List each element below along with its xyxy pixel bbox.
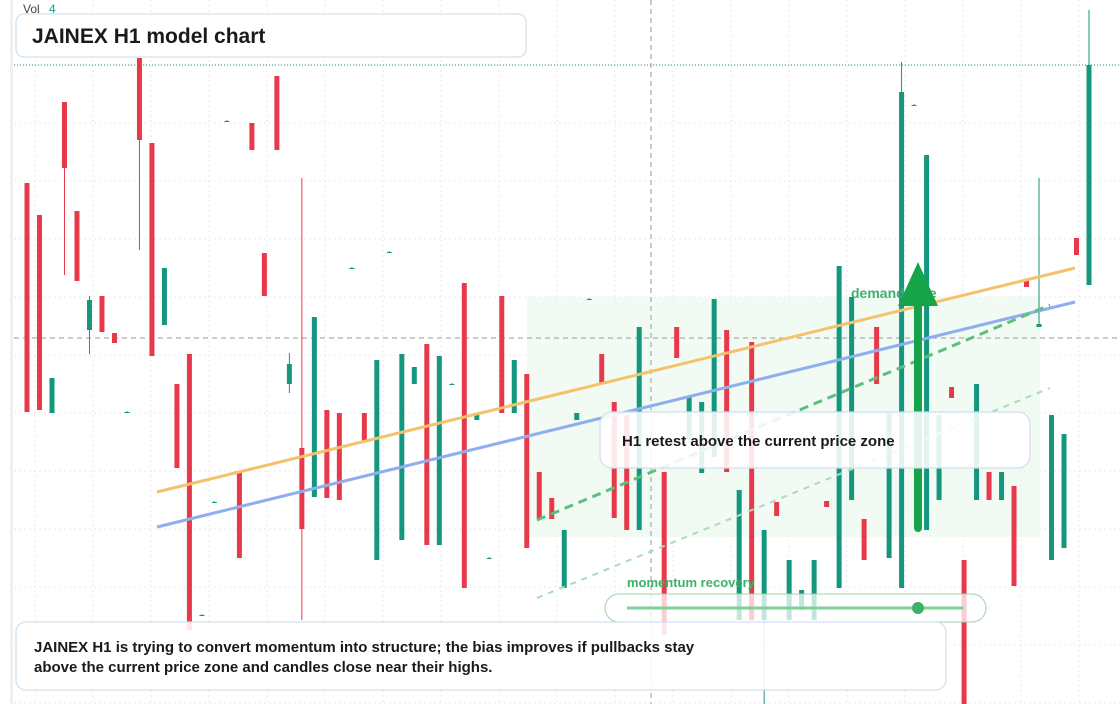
candle-body	[574, 413, 580, 420]
candle-body	[961, 560, 967, 704]
candle-body	[536, 472, 542, 519]
chart-title: JAINEX H1 model chart	[32, 25, 265, 48]
candle-body	[61, 102, 67, 168]
candle-body	[811, 560, 817, 620]
title-box	[15, 13, 527, 58]
candle-body	[511, 360, 517, 413]
candle-body	[874, 327, 880, 384]
note-box	[15, 621, 947, 691]
candle-body	[199, 615, 205, 616]
candle-body	[449, 384, 455, 385]
candle-body	[411, 367, 417, 384]
momentum-label: momentum recovery	[627, 575, 756, 590]
candle-body	[899, 92, 905, 588]
candle-body	[286, 364, 292, 384]
candle-body	[524, 374, 530, 548]
candle-body	[1061, 434, 1067, 548]
candle-body	[374, 360, 380, 560]
candle-body	[761, 530, 767, 620]
candle-body	[236, 472, 242, 558]
candle-body	[124, 412, 130, 413]
candle-body	[424, 344, 430, 545]
candle-body	[211, 502, 217, 503]
candle-body	[474, 413, 480, 420]
candle-body	[261, 253, 267, 296]
candle-body	[549, 498, 555, 519]
arrow-head	[898, 262, 938, 306]
candle-body	[361, 413, 367, 442]
candle-body	[336, 413, 342, 500]
candle-body	[561, 530, 567, 588]
candle-body	[786, 560, 792, 620]
candle-body	[824, 501, 830, 507]
volume-label: Vol	[23, 2, 40, 16]
candle-body	[674, 327, 680, 358]
candle-body	[349, 268, 355, 269]
candle-body	[724, 330, 730, 472]
candle-body	[461, 283, 467, 588]
candle-body	[186, 354, 192, 630]
candle-body	[986, 472, 992, 500]
candle-body	[274, 76, 280, 150]
candle-body	[736, 490, 742, 620]
candle-body	[661, 472, 667, 635]
candle-body	[749, 342, 755, 620]
candle-body	[624, 415, 630, 530]
candle-body	[324, 410, 330, 498]
candle-body	[999, 472, 1005, 500]
candle-body	[711, 299, 717, 457]
candle-body	[886, 413, 892, 558]
candle-body	[599, 354, 605, 384]
candle-body	[1086, 65, 1092, 285]
candle-body	[499, 296, 505, 413]
candle-body	[586, 299, 592, 300]
candle-body	[849, 297, 855, 500]
candle-body	[299, 448, 305, 529]
candle-body	[436, 356, 442, 545]
candle-body	[1011, 486, 1017, 586]
candle-body	[99, 296, 105, 332]
momentum-dot	[912, 602, 924, 614]
candle-body	[136, 58, 142, 140]
candle-body	[249, 123, 255, 150]
candle-body	[1024, 279, 1030, 287]
candle-body	[399, 354, 405, 540]
candle-body	[911, 105, 917, 106]
retest-label: H1 retest above the current price zone	[622, 433, 895, 450]
retest-box	[599, 411, 1031, 469]
note: JAINEX H1 is trying to convert momentum …	[34, 639, 695, 676]
note-line: above the current price zone and candles…	[34, 659, 492, 676]
candle-body	[1074, 238, 1080, 255]
volume-value: 4	[49, 2, 56, 16]
note-line: JAINEX H1 is trying to convert momentum …	[34, 639, 695, 656]
candle-body	[311, 317, 317, 497]
candle-body	[174, 384, 180, 468]
candle-body	[1036, 324, 1042, 327]
candle-body	[861, 519, 867, 560]
candle-body	[161, 268, 167, 325]
candle-body	[386, 252, 392, 253]
candle-body	[74, 211, 80, 281]
candle-body	[774, 502, 780, 516]
left-edge	[10, 0, 13, 704]
candle-body	[49, 378, 55, 413]
candle-body	[24, 183, 30, 412]
candle-body	[1049, 415, 1055, 560]
candle-body	[486, 558, 492, 559]
candle-body	[924, 155, 930, 530]
candle-body	[149, 143, 155, 356]
candle-body	[86, 300, 92, 330]
candle-body	[36, 215, 42, 410]
candle-body	[949, 387, 955, 398]
candle-body	[224, 121, 230, 122]
candle-body	[111, 333, 117, 343]
